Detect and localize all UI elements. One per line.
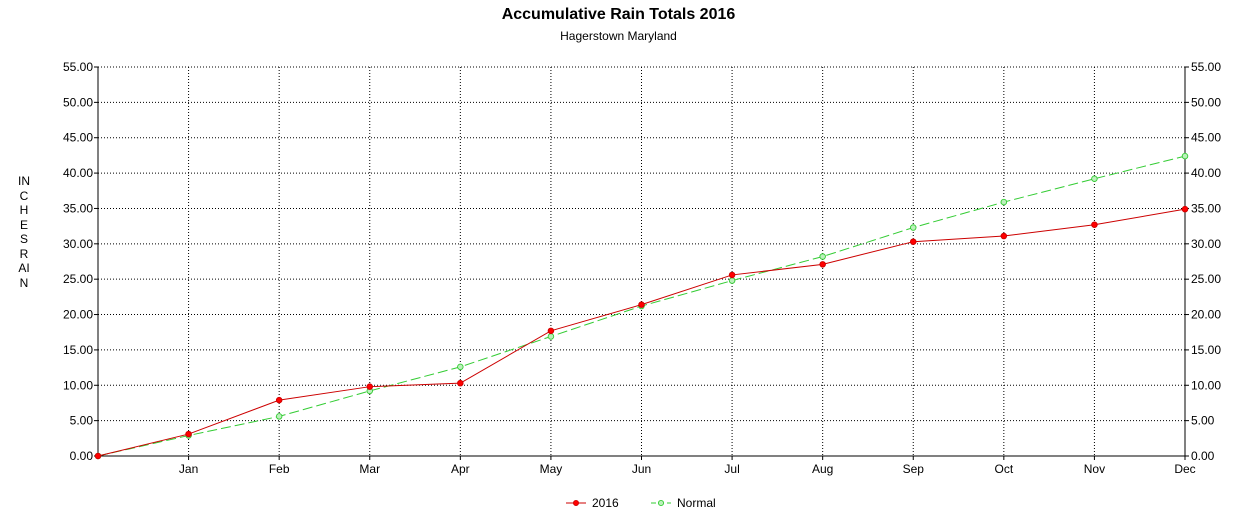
point-normal — [1181, 152, 1189, 160]
y-tick-label-right: 5.00 — [1191, 414, 1215, 428]
x-tick-label: Oct — [994, 462, 1013, 476]
y-tick-labels-left: 0.00 5.00 10.00 15.00 20.00 25.00 30.00 35.00 40… — [63, 60, 93, 463]
y-tick-label-left: 35.00 — [63, 201, 93, 215]
x-tick-labels: Jan Feb Mar Apr May Jun Jul Aug Sep Oct Nov Dec — [179, 462, 1196, 476]
point-normal — [1091, 175, 1098, 182]
legend-2016-swatch — [566, 500, 586, 506]
point-2016 — [1091, 221, 1098, 228]
point-2016 — [910, 238, 917, 245]
x-tick-label: Dec — [1174, 462, 1195, 476]
y-tick-label-right: 0.00 — [1191, 449, 1215, 463]
point-2016 — [185, 430, 192, 438]
point-normal — [910, 224, 917, 231]
y-tick-label-left: 10.00 — [63, 378, 93, 392]
y-tick-label-left: 30.00 — [63, 237, 93, 251]
x-tick-label: Mar — [359, 462, 380, 476]
point-2016 — [547, 327, 555, 335]
point-normal — [547, 333, 555, 340]
legend-2016-label: 2016 — [592, 496, 619, 510]
x-tick-label: May — [540, 462, 563, 476]
y-tick-label-right: 55.00 — [1191, 60, 1221, 74]
point-2016 — [1000, 232, 1008, 240]
y-tick-label-left: 25.00 — [63, 272, 93, 286]
y-tick-label-left: 55.00 — [63, 60, 93, 74]
y-tick-label-left: 40.00 — [63, 166, 93, 180]
y-tick-label-left: 50.00 — [63, 95, 93, 109]
point-normal — [1000, 198, 1008, 206]
y-tick-label-left: 5.00 — [70, 414, 94, 428]
point-2016 — [94, 452, 102, 460]
y-axis-label: INCHES RAIN — [18, 174, 30, 290]
x-tick-label: Sep — [903, 462, 925, 476]
point-normal — [728, 277, 736, 284]
x-tick-label: Jun — [632, 462, 651, 476]
y-tick-label-right: 15.00 — [1191, 343, 1221, 357]
y-tick-labels-right: 0.00 5.00 10.00 15.00 20.00 25.00 30.00 35.00 40… — [1191, 60, 1221, 463]
x-tick-label: Apr — [451, 462, 470, 476]
legend-item-normal: Normal — [651, 494, 716, 512]
point-2016 — [638, 301, 645, 308]
x-tick-label: Aug — [812, 462, 833, 476]
legend-item-2016: 2016 — [566, 494, 619, 512]
x-tick-label: Feb — [269, 462, 290, 476]
y-tick-label-right: 45.00 — [1191, 131, 1221, 145]
y-tick-label-left: 0.00 — [70, 449, 94, 463]
series-lines — [94, 152, 1189, 460]
legend-normal-label: Normal — [677, 496, 716, 510]
y-tick-label-left: 15.00 — [63, 343, 93, 357]
point-2016 — [819, 261, 826, 268]
legend-normal-swatch — [651, 499, 671, 507]
point-2016 — [1181, 205, 1189, 213]
point-2016 — [275, 396, 283, 404]
y-tick-label-right: 40.00 — [1191, 166, 1221, 180]
legend: 2016 Normal — [0, 494, 1237, 512]
axes — [94, 66, 1189, 460]
x-tick-label: Nov — [1084, 462, 1105, 476]
point-2016 — [728, 271, 736, 279]
point-normal — [457, 363, 464, 371]
y-tick-label-left: 20.00 — [63, 308, 93, 322]
y-tick-label-right: 10.00 — [1191, 378, 1221, 392]
grid-lines — [98, 66, 1185, 456]
point-2016 — [366, 383, 374, 390]
y-tick-label-right: 35.00 — [1191, 201, 1221, 215]
y-tick-label-left: 45.00 — [63, 131, 93, 145]
y-tick-label-right: 50.00 — [1191, 95, 1221, 109]
chart-title: Accumulative Rain Totals 2016 — [501, 6, 736, 23]
rain-line-chart: 0.00 5.00 10.00 15.00 20.00 25.00 30.00 35.00 40… — [63, 60, 1221, 476]
y-tick-label-right: 20.00 — [1191, 308, 1221, 322]
point-2016 — [457, 379, 464, 387]
point-normal — [819, 253, 826, 260]
y-tick-label-right: 25.00 — [1191, 272, 1221, 286]
y-tick-label-right: 30.00 — [1191, 237, 1221, 251]
chart-subtitle: Hagerstown Maryland — [560, 29, 677, 43]
x-tick-label: Jul — [724, 462, 739, 476]
point-normal — [275, 413, 283, 420]
x-tick-label: Jan — [179, 462, 198, 476]
